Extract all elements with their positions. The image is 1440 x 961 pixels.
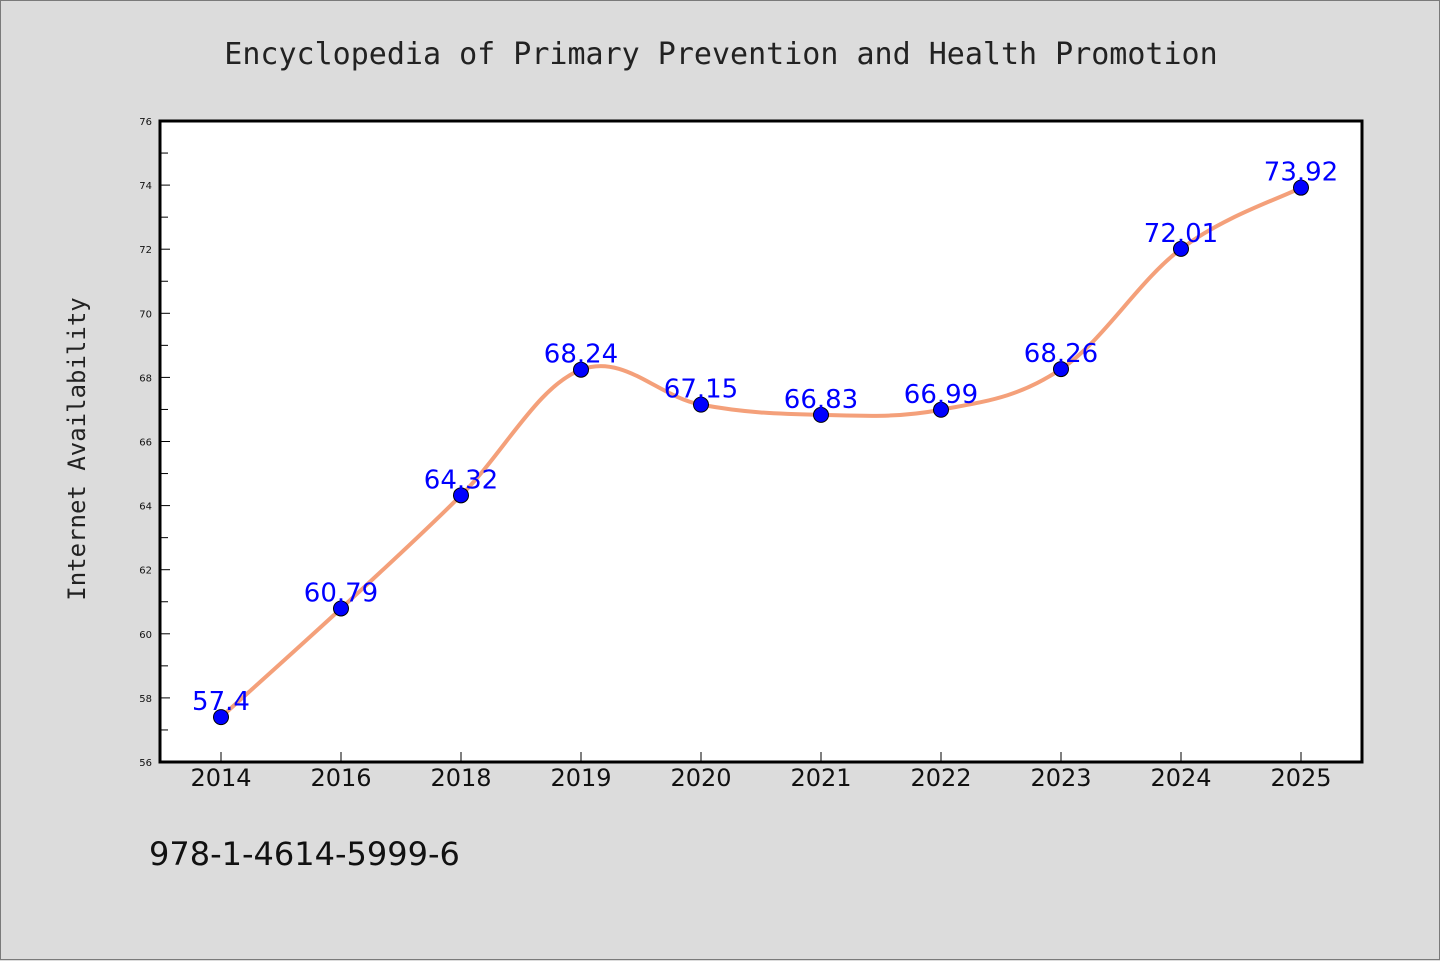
x-tick-label: 2024 bbox=[1150, 764, 1211, 792]
series-lines bbox=[219, 185, 1303, 720]
data-points bbox=[213, 179, 1309, 726]
data-value-label: 66.99 bbox=[904, 380, 978, 410]
plot-area bbox=[158, 119, 1364, 764]
data-point-marker bbox=[1173, 240, 1189, 257]
x-tick-label: 2014 bbox=[190, 764, 251, 792]
x-tick-label: 2020 bbox=[670, 764, 731, 792]
data-labels: 57.4 60.79 64.32 68.24 67.15 66.83 66.99 68.26 7… bbox=[192, 158, 1338, 717]
y-tick-label: 70 bbox=[139, 309, 152, 320]
data-value-label: 66.83 bbox=[784, 385, 858, 415]
data-value-label: 68.24 bbox=[544, 340, 618, 370]
y-tick-label: 76 bbox=[139, 117, 152, 128]
data-point-marker bbox=[333, 600, 349, 617]
data-value-label: 67.15 bbox=[664, 375, 738, 405]
series-line bbox=[219, 185, 1303, 720]
y-tick-label: 64 bbox=[139, 502, 152, 513]
footer-isbn: 978-1-4614-5999-6 bbox=[149, 835, 460, 873]
chart-title: Encyclopedia of Primary Prevention and H… bbox=[224, 37, 1217, 72]
x-tick-label: 2025 bbox=[1270, 764, 1331, 792]
y-tick-label: 56 bbox=[139, 758, 152, 769]
x-tick-label: 2018 bbox=[430, 764, 491, 792]
y-tick-label: 74 bbox=[139, 181, 152, 192]
data-point-marker bbox=[813, 406, 829, 423]
data-point-marker bbox=[693, 396, 709, 413]
x-tick-label: 2016 bbox=[310, 764, 371, 792]
data-point-marker bbox=[213, 709, 229, 726]
data-value-label: 73.92 bbox=[1264, 158, 1338, 188]
data-point-marker bbox=[1053, 361, 1069, 378]
y-tick-label: 66 bbox=[139, 438, 152, 449]
data-point-marker bbox=[573, 361, 589, 378]
x-tick-label: 2022 bbox=[910, 764, 971, 792]
y-tick-label: 60 bbox=[139, 630, 152, 641]
data-value-label: 68.26 bbox=[1024, 339, 1098, 369]
y-tick-label: 68 bbox=[139, 373, 152, 384]
y-tick-label: 62 bbox=[139, 566, 152, 577]
y-tick-label: 72 bbox=[139, 245, 152, 256]
x-tick-label: 2019 bbox=[550, 764, 611, 792]
data-value-label: 60.79 bbox=[304, 578, 378, 608]
data-point-marker bbox=[933, 401, 949, 418]
data-point-marker bbox=[453, 487, 469, 504]
data-value-label: 64.32 bbox=[424, 465, 498, 495]
axis-ticks: 56 58 60 62 64 66 68 70 72 74 76 2014 2016 2018 2019 20… bbox=[139, 117, 1331, 792]
data-value-label: 72.01 bbox=[1144, 219, 1218, 249]
y-tick-label: 58 bbox=[139, 694, 152, 705]
data-point-marker bbox=[1293, 179, 1309, 196]
x-tick-label: 2023 bbox=[1030, 764, 1091, 792]
data-value-label: 57.4 bbox=[192, 687, 250, 717]
x-tick-label: 2021 bbox=[790, 764, 851, 792]
y-axis-label: Internet Availability bbox=[63, 297, 91, 600]
